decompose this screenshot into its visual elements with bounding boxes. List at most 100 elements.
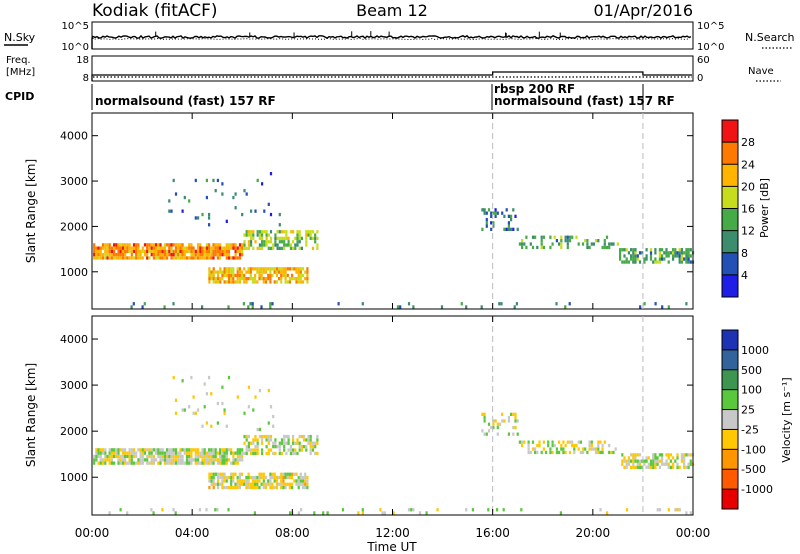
heatmap-cell [267, 448, 270, 452]
heatmap-cell [243, 479, 246, 483]
heatmap-cell [247, 448, 250, 452]
heatmap-cell [654, 257, 657, 261]
heatmap-cell [219, 448, 222, 452]
heatmap-cell [599, 450, 602, 455]
heatmap-cell [174, 448, 178, 452]
colorbar-segment [722, 449, 738, 470]
heatmap-cell [496, 211, 499, 215]
heatmap-cell [179, 454, 182, 459]
heatmap-cell [141, 305, 144, 309]
heatmap-cell [99, 461, 102, 465]
heatmap-cell [214, 458, 217, 462]
heatmap-cell [316, 441, 319, 445]
heatmap-cell [170, 256, 173, 260]
heatmap-cell [132, 243, 136, 247]
heatmap-cell [219, 482, 222, 486]
heatmap-cell [190, 256, 193, 260]
heatmap-cell [296, 441, 299, 445]
heatmap-cell [661, 456, 664, 460]
heatmap-cell [155, 256, 158, 260]
heatmap-cell [610, 450, 613, 455]
heatmap-cell [278, 451, 281, 456]
heatmap-cell [280, 230, 284, 234]
heatmap-cell [227, 246, 231, 250]
heatmap-cell [137, 256, 140, 260]
heatmap-cell [305, 243, 308, 247]
heatmap-cell [658, 254, 661, 258]
heatmap-cell [174, 451, 178, 455]
heatmap-cell [128, 243, 131, 247]
heatmap-cell [148, 246, 151, 250]
heatmap-cell [597, 450, 600, 455]
heatmap-cell [216, 253, 219, 257]
heatmap-cell [283, 448, 286, 452]
heatmap-cell [284, 273, 287, 278]
beam-title: Beam 12 [356, 1, 428, 20]
heatmap-cell [260, 472, 263, 476]
heatmap-cell [639, 305, 642, 309]
power-heatmap-cells [93, 172, 695, 309]
heatmap-cell [99, 451, 102, 455]
heatmap-cell [258, 388, 261, 393]
heatmap-cell [680, 260, 683, 264]
heatmap-cell [181, 448, 184, 452]
heatmap-cell [292, 448, 295, 452]
heatmap-cell [669, 251, 672, 255]
heatmap-cell [106, 256, 109, 260]
heatmap-cell [494, 208, 497, 212]
heatmap-cell [113, 246, 116, 250]
heatmap-cell [197, 448, 200, 452]
heatmap-cell [108, 249, 111, 253]
heatmap-cell [286, 280, 289, 284]
heatmap-cell [283, 236, 286, 240]
heatmap-cell [492, 425, 495, 430]
heatmap-cell [269, 246, 273, 250]
heatmap-cell [283, 240, 286, 244]
heatmap-cell [234, 253, 237, 257]
heatmap-cell [238, 277, 241, 281]
heatmap-cell [249, 485, 252, 490]
heatmap-cell [104, 454, 107, 459]
heatmap-cell [564, 305, 567, 309]
heatmap-cell [172, 448, 175, 452]
heatmap-cell [214, 280, 217, 284]
heatmap-cell [252, 448, 255, 452]
heatmap-cell [496, 432, 499, 436]
heatmap-cell [161, 256, 164, 260]
heatmap-cell [687, 462, 690, 466]
heatmap-cell [150, 508, 153, 512]
heatmap-cell [689, 248, 692, 252]
heatmap-cell [656, 260, 659, 264]
heatmap-cell [632, 462, 635, 466]
heatmap-cell [625, 257, 628, 261]
heatmap-cell [249, 273, 252, 278]
heatmap-cell [261, 236, 264, 240]
heatmap-cell [566, 245, 569, 250]
heatmap-cell [135, 253, 138, 257]
heatmap-cell [236, 256, 239, 260]
heatmap-cell [527, 447, 530, 451]
heatmap-cell [143, 253, 147, 257]
heatmap-cell [132, 461, 136, 465]
heatmap-cell [199, 461, 202, 465]
heatmap-cell [194, 178, 197, 183]
heatmap-cell [179, 246, 182, 250]
heatmap-cell [531, 235, 535, 239]
heatmap-cell [177, 454, 180, 459]
heatmap-cell [221, 385, 224, 389]
heatmap-cell [658, 465, 661, 469]
heatmap-cell [217, 475, 220, 480]
heatmap-cell [232, 273, 235, 278]
heatmap-cell [219, 243, 222, 247]
heatmap-cell [188, 249, 191, 253]
heatmap-cell [481, 227, 484, 231]
heatmap-cell [108, 451, 111, 455]
heatmap-cell [201, 424, 204, 428]
heatmap-cell [219, 472, 222, 476]
heatmap-cell [232, 458, 235, 462]
heatmap-cell [247, 475, 250, 480]
heatmap-cell [286, 267, 289, 271]
heatmap-cell [212, 267, 215, 271]
heatmap-cell [278, 475, 281, 480]
